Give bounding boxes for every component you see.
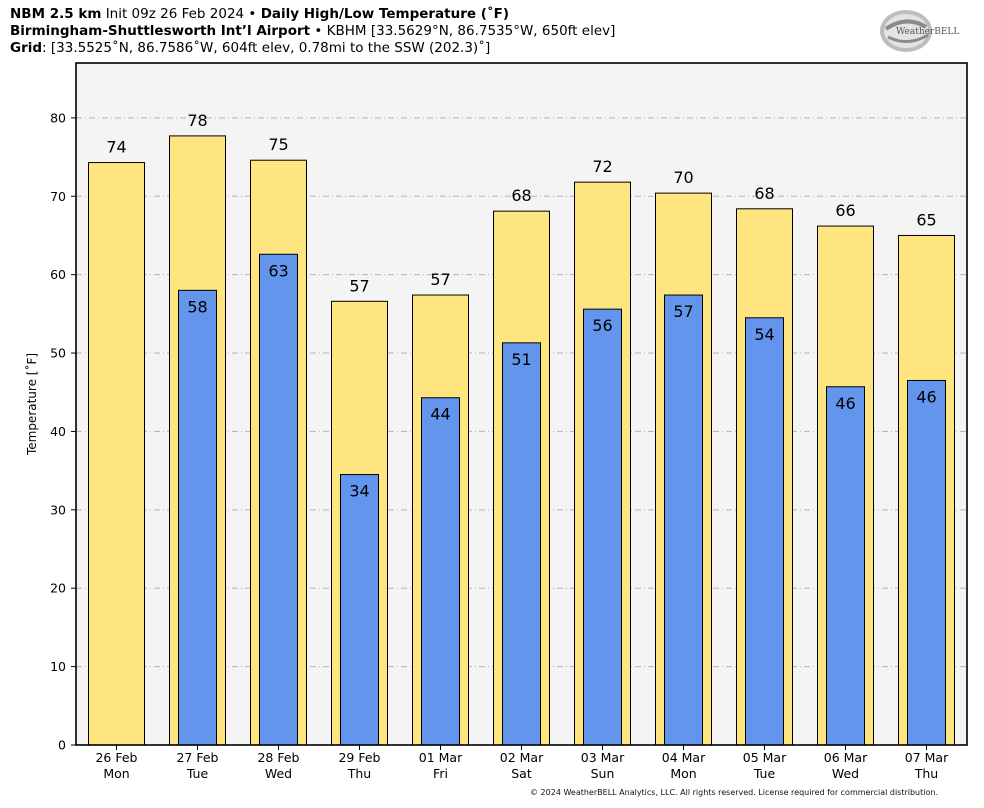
x-tick-weekday: Mon	[670, 766, 696, 781]
model-name: NBM 2.5 km	[10, 6, 102, 22]
header-line-3: Grid: [33.5525˚N, 86.7586˚W, 604ft elev,…	[10, 40, 490, 57]
x-tick-weekday: Tue	[753, 766, 776, 781]
y-tick-label: 50	[50, 346, 66, 361]
high-temp-label: 68	[754, 184, 774, 203]
y-tick-label: 0	[58, 738, 66, 753]
separator: •	[244, 6, 261, 22]
y-tick-label: 30	[50, 502, 66, 517]
high-temp-label: 66	[835, 201, 855, 220]
x-tick-weekday: Fri	[433, 766, 448, 781]
low-temp-label: 46	[916, 387, 936, 406]
low-temp-label: 54	[754, 325, 774, 344]
grid-info: : [33.5525˚N, 86.7586˚W, 604ft elev, 0.7…	[42, 40, 491, 56]
low-temp-label: 46	[835, 394, 855, 413]
header-line-1: NBM 2.5 km Init 09z 26 Feb 2024 • Daily …	[10, 6, 509, 23]
svg-text:WeatherBELL: WeatherBELL	[896, 27, 959, 37]
x-tick-weekday: Thu	[914, 766, 938, 781]
low-temp-bar	[259, 253, 298, 746]
x-tick-date: 05 Mar	[743, 750, 787, 765]
high-temp-label: 57	[430, 270, 450, 289]
x-tick-date: 01 Mar	[419, 750, 463, 765]
y-tick-label: 20	[50, 581, 66, 596]
low-temp-bar	[907, 379, 946, 746]
low-temp-label: 44	[430, 405, 450, 424]
header-line-2: Birmingham-Shuttlesworth Int’l Airport •…	[10, 23, 615, 40]
high-temp-label: 72	[592, 157, 612, 176]
y-tick-label: 70	[50, 189, 66, 204]
weatherbell-logo: WeatherBELL	[880, 10, 959, 52]
high-temp-label: 57	[349, 276, 369, 295]
high-temp-label: 65	[916, 210, 936, 229]
y-tick-label: 80	[50, 110, 66, 125]
high-temp-bar	[88, 162, 145, 746]
y-tick-label: 10	[50, 659, 66, 674]
low-temp-bar	[826, 386, 865, 746]
x-tick-weekday: Tue	[186, 766, 209, 781]
low-temp-label: 51	[511, 350, 531, 369]
low-temp-label: 58	[187, 297, 207, 316]
x-tick-weekday: Sat	[511, 766, 532, 781]
low-temp-bar	[421, 397, 460, 746]
x-tick-weekday: Mon	[103, 766, 129, 781]
low-temp-label: 63	[268, 261, 288, 280]
x-tick-weekday: Sun	[591, 766, 615, 781]
low-temp-bar	[745, 317, 784, 746]
low-temp-bar	[664, 294, 703, 746]
x-tick-date: 28 Feb	[257, 750, 299, 765]
low-temp-bar	[340, 474, 379, 746]
x-tick-date: 06 Mar	[824, 750, 868, 765]
y-axis-label: Temperature [˚F]	[24, 353, 39, 456]
x-tick-date: 03 Mar	[581, 750, 625, 765]
x-tick-date: 26 Feb	[95, 750, 137, 765]
x-tick-weekday: Wed	[832, 766, 859, 781]
init-time: Init 09z 26 Feb 2024	[105, 6, 245, 22]
y-tick-label: 40	[50, 424, 66, 439]
product-title: Daily High/Low Temperature (˚F)	[260, 6, 510, 22]
separator: •	[310, 23, 327, 39]
x-tick-date: 07 Mar	[905, 750, 949, 765]
low-temp-label: 57	[673, 302, 693, 321]
low-temp-label: 34	[349, 482, 369, 501]
x-tick-date: 29 Feb	[338, 750, 380, 765]
grid-label: Grid	[10, 40, 43, 56]
high-temp-label: 68	[511, 186, 531, 205]
x-tick-weekday: Wed	[265, 766, 292, 781]
high-temp-label: 74	[106, 138, 126, 157]
high-temp-label: 78	[187, 111, 207, 130]
high-temp-label: 75	[268, 135, 288, 154]
station-name: Birmingham-Shuttlesworth Int’l Airport	[10, 23, 311, 39]
low-temp-bar	[502, 342, 541, 746]
y-tick-label: 60	[50, 267, 66, 282]
high-temp-label: 70	[673, 168, 693, 187]
low-temp-bar	[583, 308, 622, 746]
x-tick-date: 04 Mar	[662, 750, 706, 765]
low-temp-label: 56	[592, 316, 612, 335]
x-tick-date: 02 Mar	[500, 750, 544, 765]
copyright-footer: © 2024 WeatherBELL Analytics, LLC. All r…	[530, 788, 938, 797]
station-info: KBHM [33.5629°N, 86.7535°W, 650ft elev]	[326, 23, 616, 39]
x-tick-weekday: Thu	[347, 766, 371, 781]
low-temp-bar	[178, 289, 217, 746]
x-tick-date: 27 Feb	[176, 750, 218, 765]
